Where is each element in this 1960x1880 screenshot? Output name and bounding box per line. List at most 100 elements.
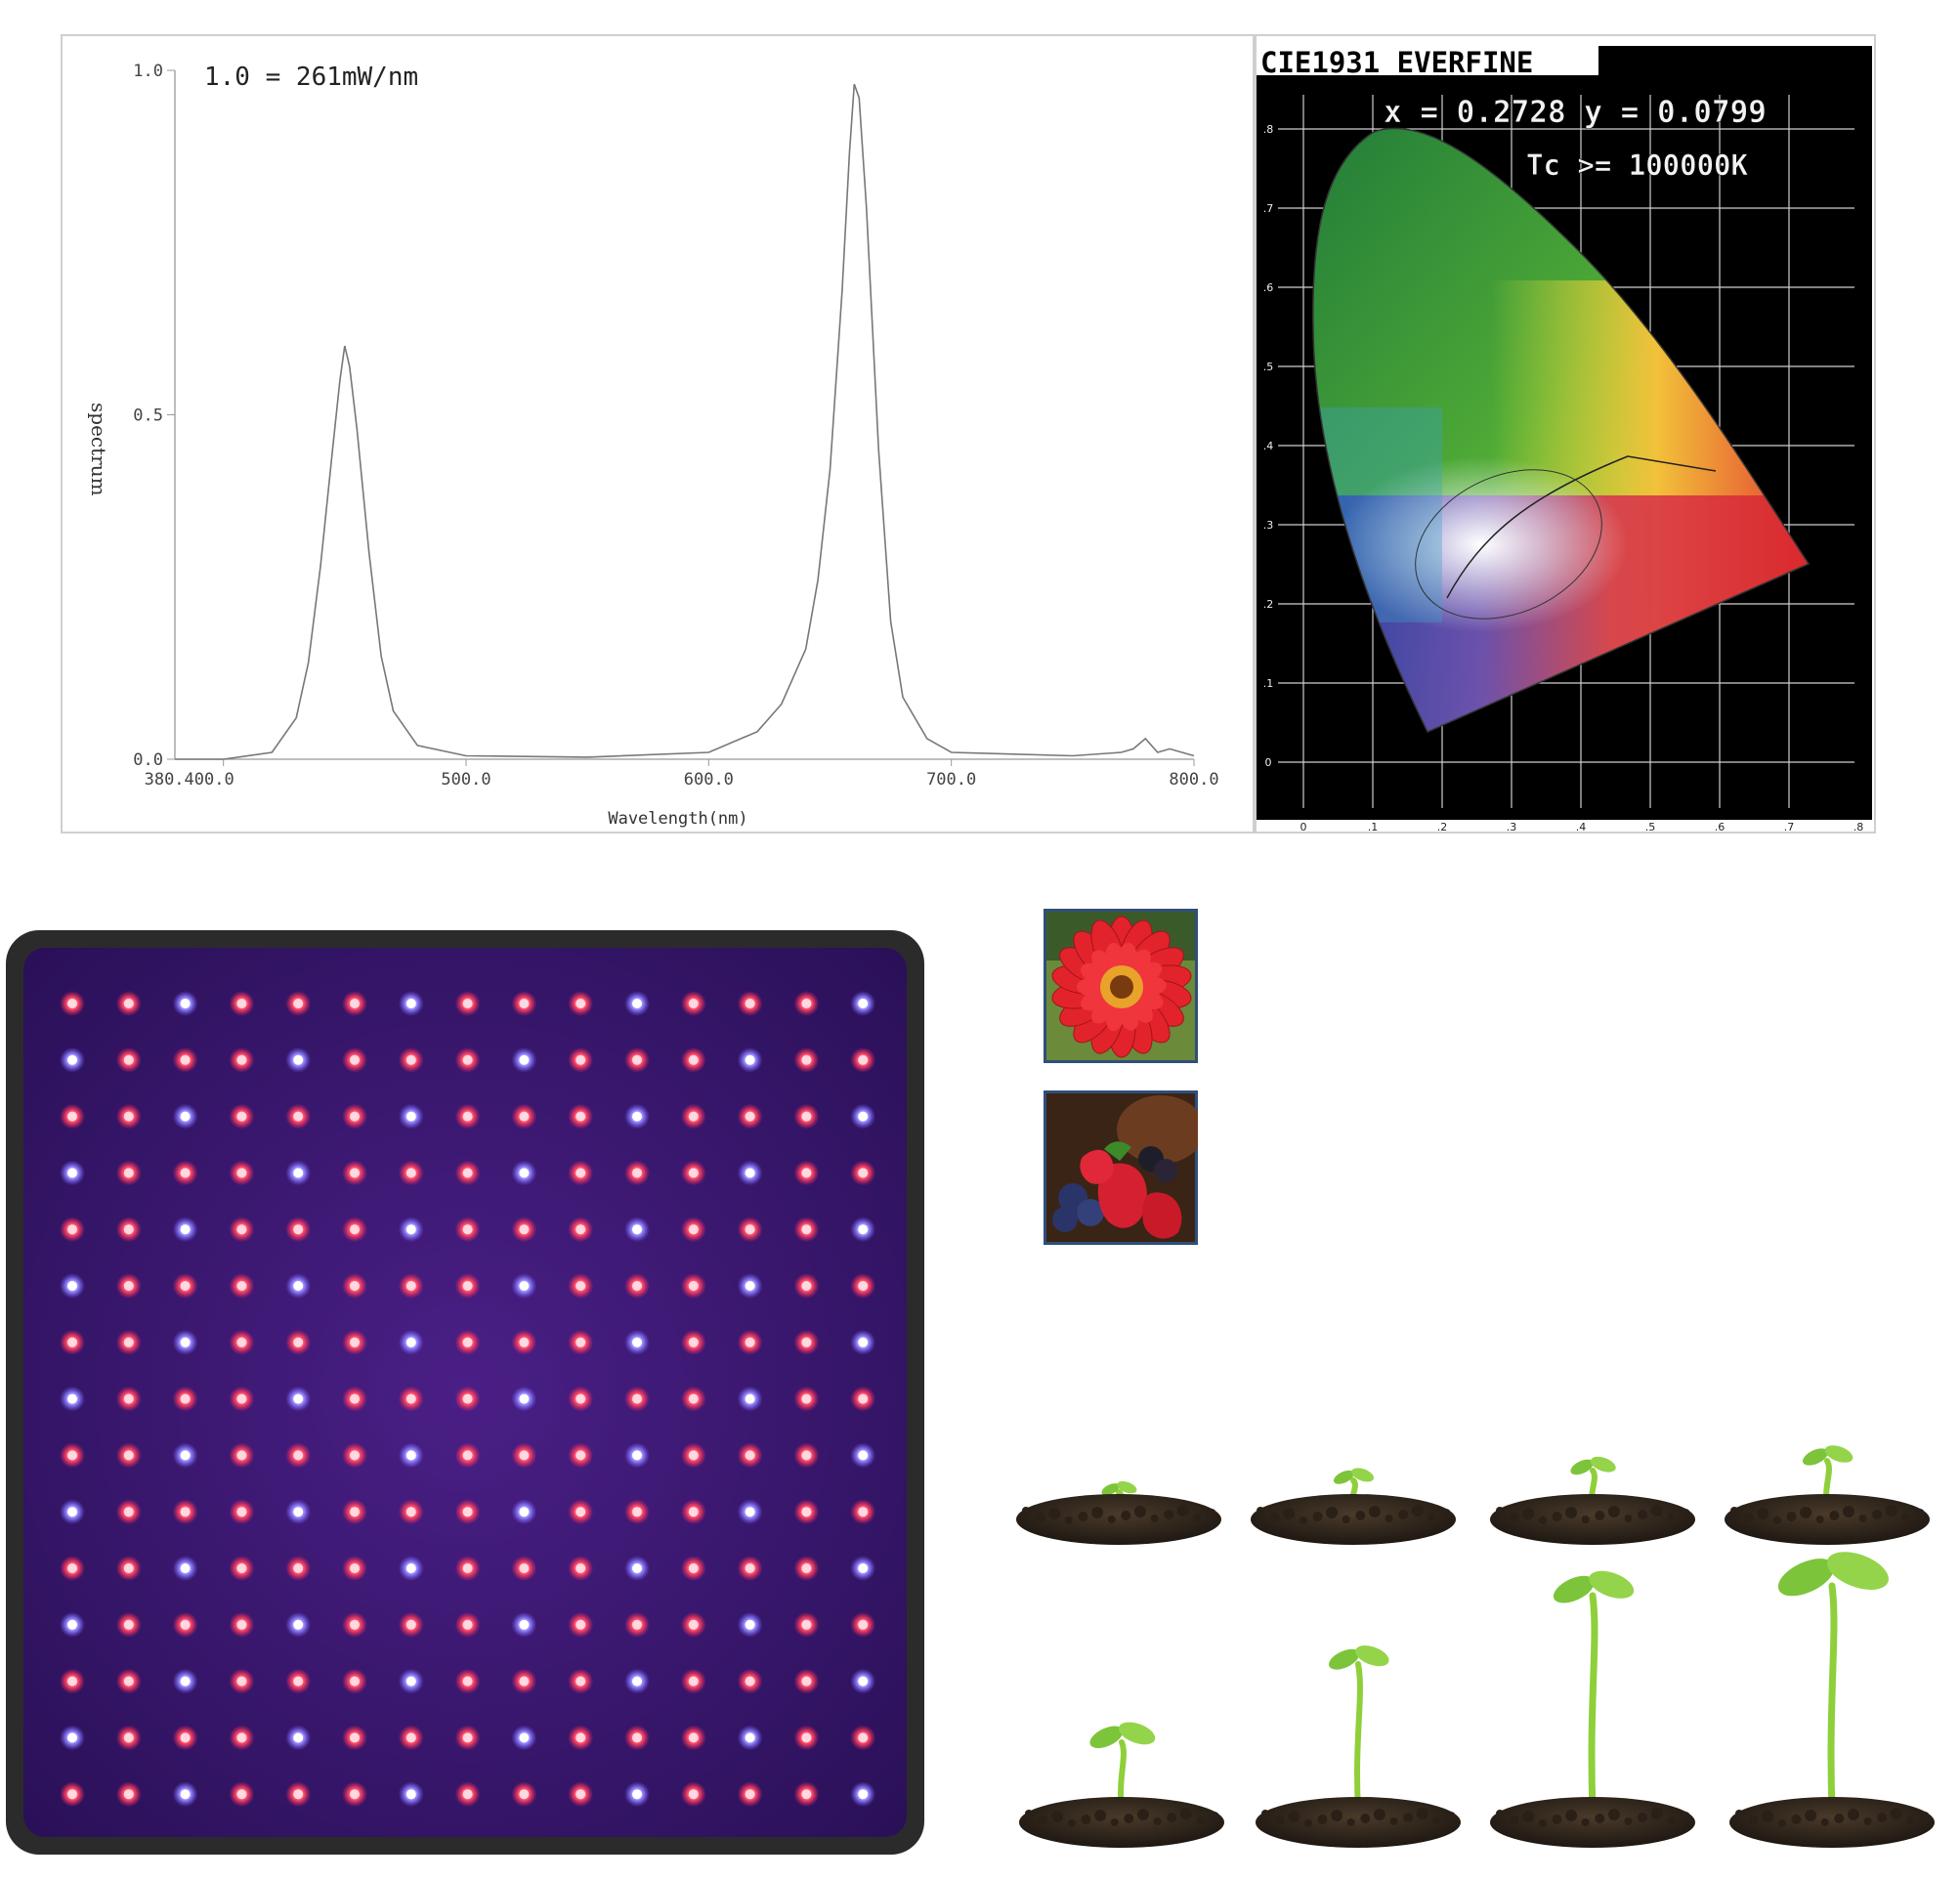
- led-core: [405, 1337, 416, 1347]
- led-core: [462, 1224, 473, 1235]
- soil-clump: [1730, 1507, 1738, 1515]
- soil-clump: [1153, 1817, 1162, 1825]
- soil-clump: [1283, 1508, 1296, 1519]
- berries-icon: [1052, 1141, 1182, 1239]
- led-core: [801, 999, 812, 1008]
- led-core: [123, 1619, 134, 1630]
- soil-clump: [1025, 1810, 1033, 1817]
- led-core: [632, 1393, 642, 1404]
- led-core: [688, 1054, 699, 1065]
- led-core: [67, 1168, 77, 1178]
- led-core: [123, 1450, 134, 1461]
- soil-clump: [1416, 1808, 1428, 1819]
- led-core: [575, 1789, 586, 1800]
- led-core: [180, 1111, 191, 1122]
- soil-clump: [1509, 1816, 1519, 1825]
- soil-clump: [1288, 1811, 1300, 1822]
- led-core: [575, 1224, 586, 1235]
- seedling-leaf: [1089, 1726, 1124, 1749]
- soil-clump: [1022, 1507, 1030, 1515]
- led-core: [745, 1111, 755, 1122]
- led-core: [745, 1732, 755, 1743]
- seedling-leaf: [1333, 1470, 1354, 1484]
- soil-clump: [1805, 1810, 1817, 1821]
- led-core: [405, 1732, 416, 1743]
- led-core: [801, 1393, 812, 1404]
- soil-clump: [1681, 1812, 1690, 1821]
- led-core: [293, 1111, 304, 1122]
- seedling-leaf: [1570, 1459, 1594, 1475]
- led-core: [632, 1732, 642, 1743]
- led-core: [350, 1281, 360, 1291]
- seedling-leaf: [1553, 1575, 1595, 1603]
- cie-x-tick-label: .8: [1853, 821, 1864, 832]
- x-tick-label: 700.0: [926, 770, 976, 790]
- led-core: [405, 1054, 416, 1065]
- cie-y-tick-label: .3: [1263, 519, 1274, 532]
- cie-x-tick-label: 0: [1300, 821, 1307, 832]
- led-core: [236, 1281, 247, 1291]
- flower-icon: [1051, 916, 1192, 1058]
- led-core: [858, 1507, 869, 1517]
- seedling-leaf: [1117, 1480, 1137, 1494]
- led-core: [519, 1789, 530, 1800]
- led-core: [67, 1676, 77, 1687]
- led-core: [632, 999, 642, 1008]
- led-core: [688, 1393, 699, 1404]
- led-core: [575, 1676, 586, 1687]
- led-core: [575, 1393, 586, 1404]
- led-core: [632, 1224, 642, 1235]
- soil-clump: [1906, 1816, 1915, 1824]
- soil-clump: [1915, 1509, 1925, 1518]
- soil-clump: [1446, 1812, 1456, 1821]
- led-core: [236, 1789, 247, 1800]
- soil-mound: [1729, 1797, 1935, 1848]
- led-core: [180, 1168, 191, 1178]
- led-core: [801, 1563, 812, 1573]
- cie-title: CIE1931 EVERFINE: [1260, 46, 1533, 79]
- soil-clump: [1389, 1817, 1398, 1825]
- led-core: [858, 1054, 869, 1065]
- spectrum-chart: 1.0 = 261mW/nm spectrum Wavelength(nm) 1…: [87, 62, 1219, 829]
- soil-clump: [1094, 1810, 1107, 1821]
- soil-clump: [1565, 1507, 1578, 1518]
- soil-clump: [1121, 1511, 1131, 1520]
- led-core: [350, 999, 360, 1008]
- led-core: [745, 1224, 755, 1235]
- soil-clump: [1762, 1811, 1774, 1822]
- cie-y-tick-label: .6: [1263, 281, 1274, 294]
- soil-clump: [1326, 1507, 1339, 1518]
- led-core: [67, 1507, 77, 1517]
- led-core: [858, 999, 869, 1008]
- soil-clump: [1565, 1810, 1578, 1821]
- led-core: [688, 1111, 699, 1122]
- soil-clump: [1303, 1819, 1312, 1827]
- cie-y-tick-label: 0: [1265, 756, 1272, 769]
- x-tick-label: 500.0: [441, 770, 490, 790]
- led-core: [236, 1507, 247, 1517]
- led-core: [123, 1111, 134, 1122]
- led-core: [801, 1676, 812, 1687]
- led-grow-light-panel: [4, 928, 928, 1859]
- planckian-locus: [1446, 455, 1717, 599]
- berries-thumbnail: [1044, 1090, 1205, 1245]
- soil-clump: [1312, 1512, 1323, 1521]
- seedling-growth-stages: [1006, 1417, 1944, 1866]
- led-core: [575, 1337, 586, 1347]
- led-core: [745, 1393, 755, 1404]
- led-core: [180, 1789, 191, 1800]
- led-core: [575, 1054, 586, 1065]
- led-core: [801, 1054, 812, 1065]
- led-core: [180, 1732, 191, 1743]
- soil-clump: [1346, 1818, 1355, 1826]
- soil-clump: [1743, 1513, 1754, 1522]
- led-core: [123, 1054, 134, 1065]
- led-core: [123, 1281, 134, 1291]
- soil-clump: [1552, 1512, 1562, 1521]
- led-core: [350, 1450, 360, 1461]
- soil-clump: [1179, 1808, 1192, 1819]
- led-core: [350, 1619, 360, 1630]
- led-core: [350, 1054, 360, 1065]
- led-core: [180, 1224, 191, 1235]
- seedling-leaf: [1589, 1570, 1635, 1599]
